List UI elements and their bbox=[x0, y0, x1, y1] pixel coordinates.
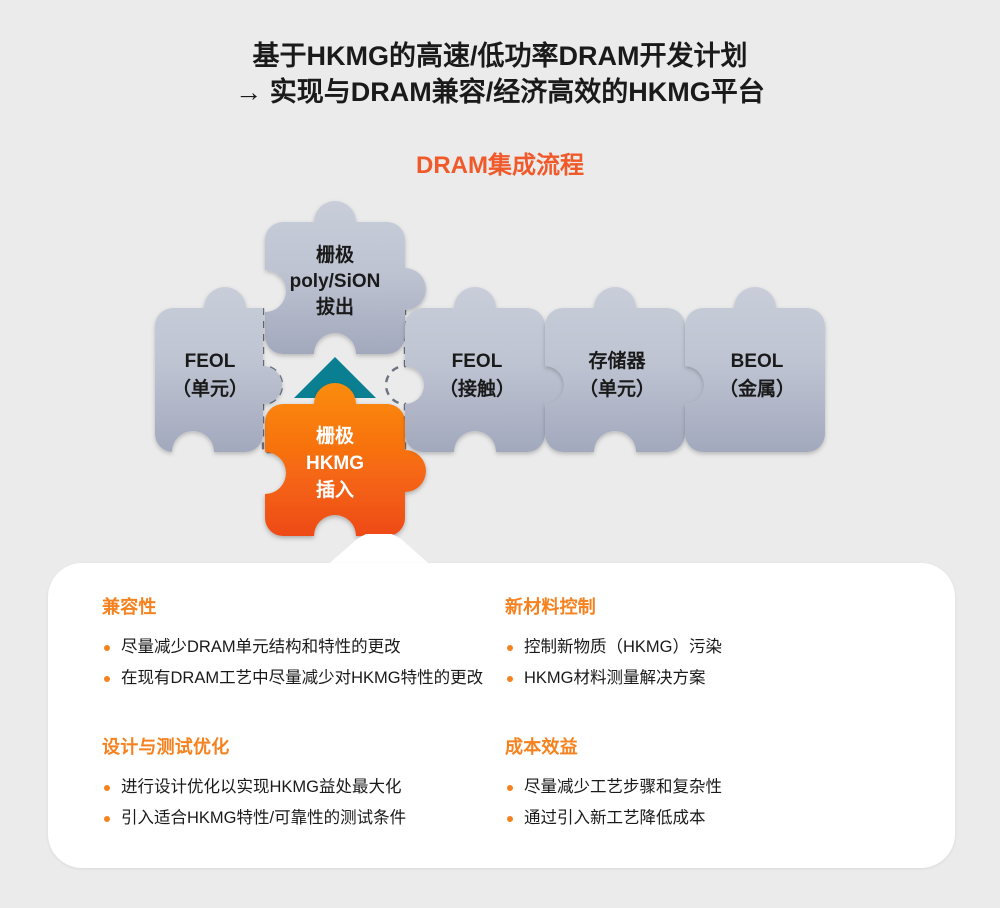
list-item: 控制新物质（HKMG）污染 bbox=[505, 632, 955, 663]
section-title: 设计与测试优化 bbox=[102, 737, 230, 757]
piece-label-line: 拔出 bbox=[316, 295, 354, 318]
piece-label-line: HKMG bbox=[306, 453, 364, 474]
card-section-cost-effectiveness: 成本效益 尽量减少工艺步骤和复杂性 通过引入新工艺降低成本 bbox=[491, 733, 955, 873]
bullet-list: 尽量减少DRAM单元结构和特性的更改 在现有DRAM工艺中尽量减少对HKMG特性… bbox=[102, 632, 491, 694]
piece-label-line: 栅极 bbox=[316, 243, 355, 266]
puzzle-piece-feol-cell[interactable] bbox=[155, 287, 282, 452]
piece-label-line: （单元） bbox=[172, 377, 248, 400]
puzzle-piece-gate-poly-sion-removal[interactable] bbox=[265, 201, 426, 354]
puzzle-piece-gate-hkmg-insert-label: 栅极 HKMG 插入 bbox=[306, 424, 364, 501]
puzzle-piece-memory-cell-label: 存储器 （单元） bbox=[579, 349, 655, 400]
list-item: 引入适合HKMG特性/可靠性的测试条件 bbox=[102, 803, 491, 834]
section-title: 新材料控制 bbox=[505, 597, 596, 617]
puzzle-piece-feol-contact-label: FEOL （接触） bbox=[439, 351, 515, 400]
title-line-1: 基于HKMG的高速/低功率DRAM开发计划 bbox=[252, 41, 748, 71]
section-heading: DRAM集成流程 bbox=[416, 152, 584, 179]
puzzle-piece-feol-cell-label: FEOL （单元） bbox=[172, 351, 248, 400]
piece-label-line: 插入 bbox=[316, 479, 354, 501]
bullet-list: 尽量减少工艺步骤和复杂性 通过引入新工艺降低成本 bbox=[505, 772, 955, 834]
puzzle-piece-memory-cell[interactable] bbox=[545, 287, 704, 452]
card-section-design-test-optimization: 设计与测试优化 进行设计优化以实现HKMG益处最大化 引入适合HKMG特性/可靠… bbox=[48, 733, 491, 873]
card-section-new-material-control: 新材料控制 控制新物质（HKMG）污染 HKMG材料测量解决方案 bbox=[491, 593, 955, 733]
piece-label-line: FEOL bbox=[452, 351, 503, 372]
bullet-list: 控制新物质（HKMG）污染 HKMG材料测量解决方案 bbox=[505, 632, 955, 694]
list-item: HKMG材料测量解决方案 bbox=[505, 663, 955, 694]
puzzle-piece-beol-metal-label: BEOL （金属） bbox=[719, 351, 795, 400]
puzzle-piece-gate-poly-sion-removal-label: 栅极 poly/SiON 拔出 bbox=[290, 243, 381, 318]
section-title: 兼容性 bbox=[102, 597, 157, 617]
puzzle-flow-diagram: 栅极 poly/SiON 拔出 栅极 HKMG 插入 FEOL （单元） bbox=[100, 190, 900, 560]
piece-label-line: （接触） bbox=[439, 377, 515, 400]
puzzle-piece-feol-contact[interactable] bbox=[405, 287, 564, 452]
piece-label-line: 栅极 bbox=[316, 424, 355, 447]
list-item: 尽量减少工艺步骤和复杂性 bbox=[505, 772, 955, 803]
piece-label-line: BEOL bbox=[731, 351, 784, 372]
card-sections-grid: 兼容性 尽量减少DRAM单元结构和特性的更改 在现有DRAM工艺中尽量减少对HK… bbox=[48, 563, 955, 868]
list-item: 进行设计优化以实现HKMG益处最大化 bbox=[102, 772, 491, 803]
piece-label-line: 存储器 bbox=[588, 349, 646, 372]
list-item: 通过引入新工艺降低成本 bbox=[505, 803, 955, 834]
list-item: 在现有DRAM工艺中尽量减少对HKMG特性的更改 bbox=[102, 663, 491, 694]
piece-label-line: （金属） bbox=[719, 377, 795, 400]
bullet-list: 进行设计优化以实现HKMG益处最大化 引入适合HKMG特性/可靠性的测试条件 bbox=[102, 772, 491, 834]
detail-card: 兼容性 尽量减少DRAM单元结构和特性的更改 在现有DRAM工艺中尽量减少对HK… bbox=[48, 563, 955, 868]
title-line-2: → 实现与DRAM兼容/经济高效的HKMG平台 bbox=[235, 77, 765, 107]
piece-label-line: FEOL bbox=[185, 351, 236, 372]
title-block: 基于HKMG的高速/低功率DRAM开发计划 → 实现与DRAM兼容/经济高效的H… bbox=[0, 38, 1000, 110]
list-item: 尽量减少DRAM单元结构和特性的更改 bbox=[102, 632, 491, 663]
puzzle-piece-beol-metal[interactable] bbox=[685, 286, 825, 452]
piece-label-line: poly/SiON bbox=[290, 271, 381, 292]
card-section-compatibility: 兼容性 尽量减少DRAM单元结构和特性的更改 在现有DRAM工艺中尽量减少对HK… bbox=[48, 593, 491, 733]
piece-label-line: （单元） bbox=[579, 377, 655, 400]
section-title: 成本效益 bbox=[505, 737, 578, 757]
puzzle-piece-gate-hkmg-insert[interactable] bbox=[265, 383, 426, 536]
